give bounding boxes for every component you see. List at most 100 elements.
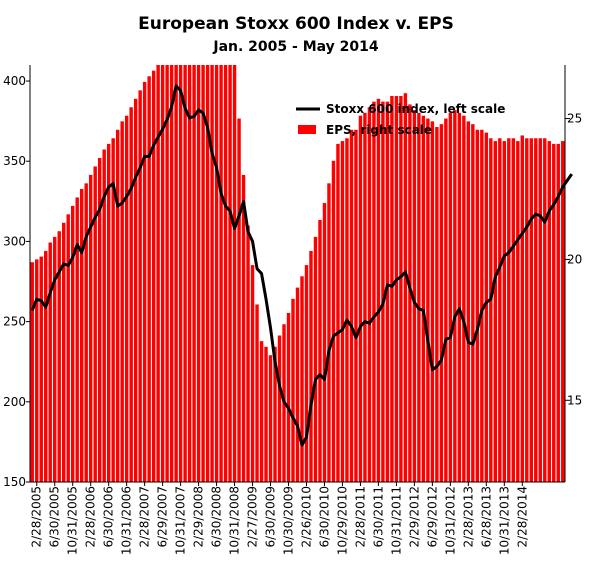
eps-bar bbox=[174, 65, 178, 482]
x-tick-label: 2/28/2005 bbox=[30, 486, 44, 548]
eps-bars bbox=[30, 65, 565, 483]
eps-bar bbox=[399, 95, 403, 483]
eps-bar bbox=[124, 115, 129, 482]
eps-bar bbox=[430, 121, 435, 482]
eps-bar bbox=[543, 138, 547, 482]
eps-bar bbox=[489, 138, 493, 482]
x-tick-label: 2/27/2009 bbox=[246, 486, 260, 548]
x-tick-label: 2/28/2011 bbox=[353, 486, 367, 548]
eps-bar bbox=[228, 65, 232, 482]
eps-bar bbox=[421, 115, 426, 482]
eps-bar bbox=[435, 126, 439, 483]
x-tick-label: 6/30/2008 bbox=[210, 486, 224, 548]
x-tick-label: 6/29/2007 bbox=[156, 486, 170, 548]
eps-bar bbox=[151, 70, 156, 482]
eps-bar bbox=[412, 110, 417, 482]
eps-bar bbox=[273, 346, 277, 482]
x-tick-label: 6/29/2012 bbox=[425, 486, 439, 548]
eps-bar bbox=[462, 115, 466, 482]
eps-bar bbox=[480, 129, 484, 483]
eps-bar bbox=[71, 205, 75, 482]
eps-bar bbox=[327, 183, 331, 482]
stoxx-600-index-line bbox=[30, 84, 573, 447]
eps-bar bbox=[93, 166, 97, 482]
eps-bar bbox=[246, 225, 250, 482]
x-tick-label: 6/30/2005 bbox=[48, 486, 62, 548]
eps-bar bbox=[66, 214, 70, 482]
eps-bar bbox=[156, 65, 160, 482]
eps-bar bbox=[183, 65, 187, 482]
left-axis-ticks: 150 200 250 300 350 400 bbox=[3, 74, 30, 489]
right-axis-ticks: 15 20 25 bbox=[565, 112, 582, 407]
eps-bar bbox=[394, 95, 399, 483]
eps-bar bbox=[457, 112, 462, 483]
eps-bar bbox=[511, 138, 516, 482]
eps-bar bbox=[79, 188, 84, 482]
eps-bar bbox=[385, 101, 390, 482]
legend-index-label: Stoxx 600 index, left scale bbox=[326, 102, 505, 116]
axes bbox=[29, 65, 566, 483]
x-tick-label: 2/28/2007 bbox=[138, 486, 152, 548]
x-tick-label: 6/30/2009 bbox=[264, 486, 278, 548]
eps-bar bbox=[39, 256, 43, 482]
eps-bar bbox=[102, 149, 106, 482]
eps-bar bbox=[363, 112, 367, 483]
eps-bar bbox=[552, 143, 556, 482]
chart-title: European Stoxx 600 Index v. EPS bbox=[138, 14, 454, 34]
eps-bar bbox=[237, 118, 241, 482]
eps-bar bbox=[367, 107, 372, 482]
eps-bar bbox=[62, 222, 66, 482]
eps-bar bbox=[349, 129, 354, 483]
eps-bar bbox=[88, 174, 93, 482]
eps-bar bbox=[336, 143, 340, 482]
eps-bar bbox=[205, 65, 210, 482]
eps-bar bbox=[313, 236, 318, 482]
eps-bar bbox=[160, 65, 165, 482]
eps-bar bbox=[201, 65, 205, 482]
eps-bar bbox=[525, 138, 529, 482]
left-tick-label: 150 bbox=[3, 475, 26, 489]
eps-bar bbox=[516, 141, 520, 482]
x-tick-label: 2/29/2012 bbox=[407, 486, 421, 548]
eps-bar bbox=[259, 341, 264, 482]
eps-bar bbox=[84, 183, 88, 482]
eps-bar bbox=[295, 287, 300, 482]
eps-bar bbox=[426, 118, 430, 482]
eps-bar bbox=[97, 157, 102, 483]
eps-bar bbox=[309, 250, 313, 482]
eps-bar bbox=[534, 138, 538, 482]
eps-bar bbox=[115, 129, 120, 483]
eps-bar bbox=[322, 203, 327, 482]
eps-bar bbox=[331, 160, 336, 483]
eps-bar bbox=[498, 138, 502, 482]
left-tick-label: 350 bbox=[3, 154, 26, 168]
eps-bar bbox=[538, 138, 542, 482]
eps-bar bbox=[547, 141, 551, 482]
chart-subtitle: Jan. 2005 - May 2014 bbox=[212, 39, 379, 55]
eps-bar bbox=[196, 65, 201, 482]
eps-bar bbox=[354, 129, 358, 483]
eps-bar bbox=[133, 98, 138, 482]
eps-bar bbox=[147, 76, 151, 483]
eps-bar bbox=[250, 265, 255, 482]
eps-bar bbox=[390, 95, 394, 483]
eps-bar bbox=[44, 250, 48, 482]
legend-bar-swatch bbox=[298, 125, 316, 134]
eps-bar bbox=[268, 355, 273, 482]
right-tick-label: 25 bbox=[567, 112, 582, 126]
eps-bar bbox=[187, 65, 192, 482]
eps-bar bbox=[502, 141, 507, 482]
x-tick-label: 10/31/2007 bbox=[174, 486, 188, 555]
eps-bar bbox=[444, 118, 448, 482]
eps-bar bbox=[286, 312, 291, 482]
eps-bar bbox=[264, 346, 268, 482]
eps-bar bbox=[48, 242, 52, 482]
eps-bar bbox=[529, 138, 533, 482]
x-tick-label: 2/28/2013 bbox=[461, 486, 475, 548]
eps-bar bbox=[318, 219, 322, 482]
left-tick-label: 250 bbox=[3, 315, 26, 329]
eps-bar bbox=[210, 65, 214, 482]
eps-bar bbox=[30, 262, 34, 482]
eps-bar bbox=[381, 101, 385, 482]
eps-bar bbox=[466, 121, 471, 482]
